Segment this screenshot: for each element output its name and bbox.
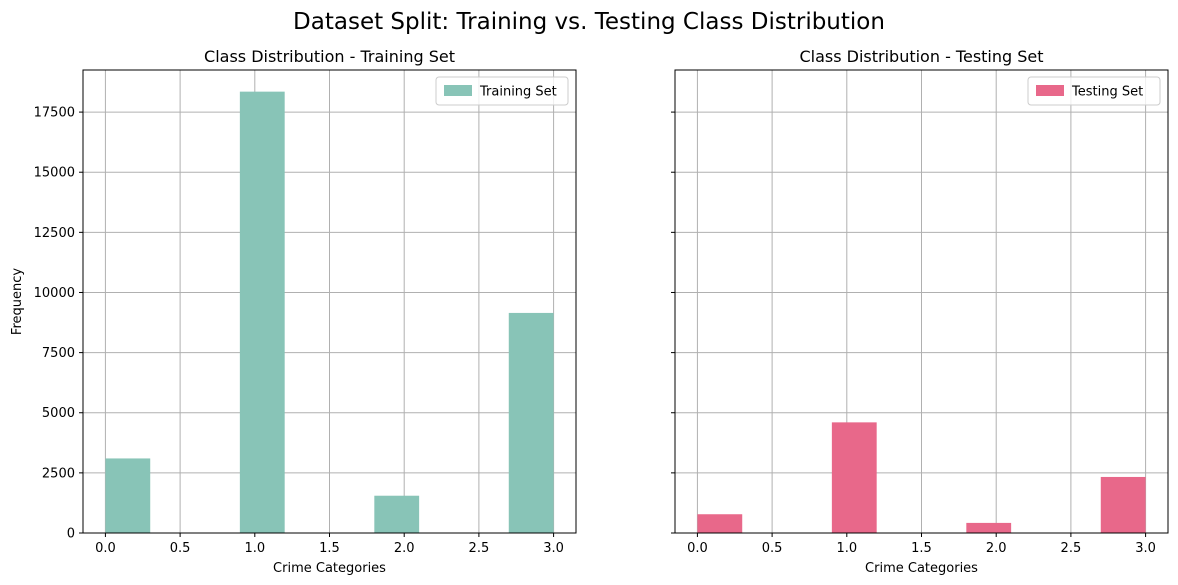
testing-set-panel: 0.0 0.5 1.0 1.5 2.0 2.5 3.0 Class Distribution … (671, 47, 1169, 576)
x-tick-label: 0.5 (170, 541, 191, 556)
y-tick-label: 0 (67, 527, 75, 542)
training-bar-1 (239, 91, 285, 533)
testing-x-axis-label: Crime Categories (865, 561, 978, 576)
legend-frame (435, 76, 569, 106)
legend-label: Testing Set (1071, 85, 1143, 100)
y-tick-label: 5000 (42, 406, 75, 421)
x-tick-label: 0.0 (95, 541, 116, 556)
training-legend: Training Set (435, 76, 569, 106)
x-tick-label: 2.5 (1061, 541, 1082, 556)
testing-axes-frame (674, 69, 1169, 534)
x-tick-label: 2.0 (986, 541, 1007, 556)
testing-bar-1 (831, 422, 877, 533)
y-tick-label: 7500 (42, 346, 75, 361)
testing-bar-0 (697, 514, 743, 533)
training-x-axis-label: Crime Categories (273, 561, 386, 576)
x-tick-label: 1.5 (911, 541, 932, 556)
x-tick-label: 1.0 (244, 541, 265, 556)
legend-swatch (1036, 85, 1064, 96)
figure-title: Dataset Split: Training vs. Testing Clas… (293, 9, 885, 35)
legend-frame (1027, 76, 1161, 106)
y-tick-label: 15000 (34, 166, 75, 181)
y-tick-label: 10000 (34, 286, 75, 301)
x-tick-label: 1.0 (836, 541, 857, 556)
testing-legend: Testing Set (1027, 76, 1161, 106)
x-tick-label: 1.5 (319, 541, 340, 556)
training-axes-frame (82, 69, 577, 534)
x-tick-label: 0.5 (762, 541, 783, 556)
x-tick-label: 3.0 (543, 541, 564, 556)
training-bars (105, 91, 554, 533)
testing-bar-2 (966, 522, 1012, 533)
legend-label: Training Set (479, 85, 557, 100)
y-tick-label: 12500 (34, 226, 75, 241)
training-y-axis-label: Frequency (10, 268, 25, 335)
x-tick-label: 2.5 (469, 541, 490, 556)
training-chart-title: Class Distribution - Training Set (204, 47, 455, 66)
testing-chart-title: Class Distribution - Testing Set (799, 47, 1043, 66)
training-set-panel: 0.0 0.5 1.0 1.5 2.0 2.5 3.0 0 2500 5000 7500 10000 1… (10, 47, 577, 576)
training-bar-3 (508, 312, 554, 533)
training-bar-2 (374, 495, 420, 533)
testing-bars (697, 422, 1146, 533)
testing-bar-3 (1100, 476, 1146, 533)
y-tick-label: 17500 (34, 106, 75, 121)
x-tick-label: 2.0 (394, 541, 415, 556)
x-tick-label: 0.0 (687, 541, 708, 556)
x-tick-label: 3.0 (1135, 541, 1156, 556)
y-tick-label: 2500 (42, 466, 75, 481)
legend-swatch (444, 85, 472, 96)
training-bar-0 (105, 458, 151, 533)
testing-gridlines (675, 70, 1168, 534)
training-gridlines (83, 70, 576, 534)
